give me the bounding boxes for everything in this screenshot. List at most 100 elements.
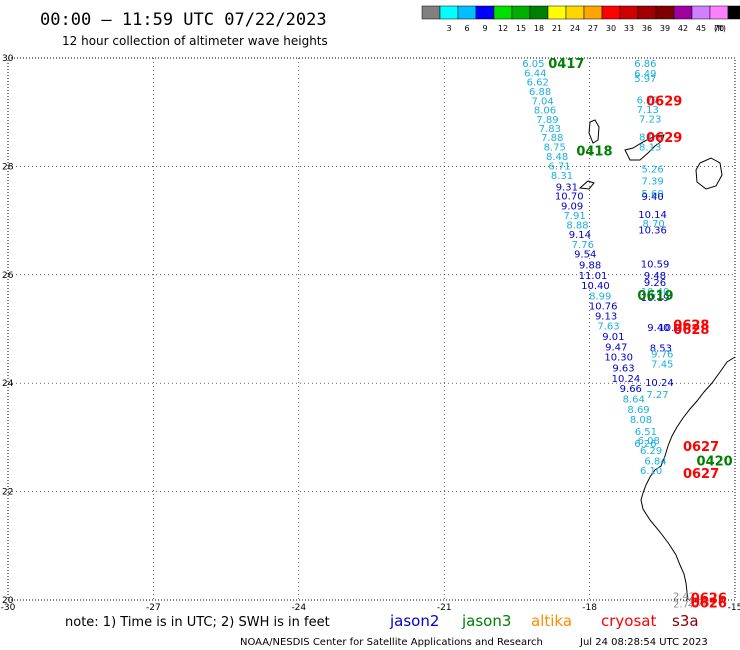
map-title: 00:00 – 11:59 UTC 07/22/2023 — [40, 10, 327, 30]
wave-height-value: 9.40 — [641, 192, 663, 203]
wave-height-value: 10.76 — [589, 302, 618, 313]
wave-height-value: 9.09 — [561, 201, 583, 212]
wave-height-value: 8.08 — [630, 415, 652, 426]
wave-height-value: 11.01 — [579, 271, 608, 282]
wave-height-value: 10.14 — [638, 210, 667, 221]
scale-swatch — [421, 5, 441, 20]
satellite-pass-times: 0417041806290629061906280628062704200627… — [548, 57, 732, 612]
pass-time-label: 0626 — [691, 591, 727, 606]
scale-swatch — [529, 5, 549, 20]
scale-swatch — [547, 5, 567, 20]
wave-height-value: 6.08 — [638, 436, 660, 447]
footer-credit: NOAA/NESDIS Center for Satellite Applica… — [240, 637, 543, 648]
scale-tick-label: 24 — [570, 24, 580, 33]
scale-swatch — [619, 5, 639, 20]
scale-tick-label: 33 — [624, 24, 634, 33]
wave-height-value: 6.49 — [634, 69, 656, 80]
scale-tick-label: 15 — [516, 24, 526, 33]
wave-height-value: 9.47 — [605, 342, 627, 353]
scale-swatch — [655, 5, 675, 20]
wave-height-value: 10.24 — [612, 374, 641, 385]
scale-tick-label: 70 — [714, 24, 724, 33]
satellite-legend-jason3: jason3 — [461, 612, 511, 630]
scale-tick-label: 30 — [606, 24, 616, 33]
longitude-tick-label: -27 — [146, 603, 161, 613]
pass-time-label: 0420 — [697, 455, 733, 470]
scale-tick-label: 3 — [446, 24, 451, 33]
wave-height-value: 8.48 — [546, 152, 568, 163]
longitude-tick-label: -21 — [437, 603, 452, 613]
wave-height-value: 5.97 — [634, 74, 656, 85]
wave-height-value: 2.42 — [673, 592, 695, 603]
wave-height-value: 9.54 — [574, 250, 596, 261]
satellite-legend-cryosat: cryosat — [601, 612, 656, 630]
pass-time-label: 0418 — [576, 145, 612, 160]
pass-time-label: 0417 — [548, 57, 584, 72]
scale-tick-label: 9 — [482, 24, 487, 33]
scale-swatch — [637, 5, 657, 20]
pass-time-label: 0619 — [637, 289, 673, 304]
scale-tick-label: 45 — [696, 24, 706, 33]
satellite-legend: jason2 jason3 altika cryosat s3a — [389, 612, 699, 630]
wave-height-value: 9.13 — [595, 311, 617, 322]
tenerife-island — [624, 134, 665, 161]
scale-tick-label: 6 — [464, 24, 469, 33]
wave-height-value: 6.10 — [640, 466, 662, 477]
scale-swatch — [511, 5, 531, 20]
scale-tick-label: 12 — [498, 24, 508, 33]
wave-height-value: 7.39 — [641, 176, 663, 187]
african-coastline — [640, 356, 736, 601]
la-palma-island — [588, 119, 600, 144]
wave-height-observations: 6.056.446.626.887.048.067.897.837.888.75… — [522, 59, 710, 610]
footer-note: note: 1) Time is in UTC; 2) SWH is in fe… — [65, 615, 330, 630]
pass-time-label: 0626 — [691, 597, 727, 612]
pass-time-label: 0628 — [673, 323, 709, 338]
wave-height-value: 7.88 — [541, 133, 563, 144]
scale-tick-label: 39 — [660, 24, 670, 33]
el-hierro-island — [578, 180, 595, 190]
scale-swatch — [709, 5, 729, 20]
wave-height-value: 8.53 — [650, 343, 672, 354]
wave-height-value: 10.19 — [641, 293, 670, 304]
longitude-tick-label: -18 — [582, 603, 597, 613]
latitude-tick-label: 26 — [2, 271, 14, 281]
latitude-tick-label: 24 — [2, 379, 14, 389]
wave-height-value: 6.77 — [637, 96, 659, 107]
longitude-tick-label: -15 — [728, 603, 740, 613]
satellite-legend-jason2: jason2 — [389, 612, 439, 630]
wave-height-value: 9.66 — [620, 384, 642, 395]
gran-canaria-island — [695, 157, 723, 190]
wave-height-value: 9.48 — [644, 271, 666, 282]
scale-swatch — [475, 5, 495, 20]
wave-height-value: 9.40 — [647, 323, 669, 334]
scale-swatch — [583, 5, 603, 20]
scale-swatch — [727, 5, 740, 20]
wave-height-value: 10.30 — [604, 353, 633, 364]
wave-height-value: 8.06 — [534, 105, 556, 116]
latitude-tick-label: 22 — [2, 488, 13, 498]
wave-height-value: 10.70 — [555, 192, 584, 203]
wave-height-value: 6.51 — [635, 427, 657, 438]
wave-height-value: 6.44 — [524, 69, 546, 80]
map-subtitle: 12 hour collection of altimeter wave hei… — [62, 34, 328, 48]
scale-tick-label: 21 — [552, 24, 562, 33]
wave-height-value: 2.77 — [673, 599, 695, 610]
scale-swatch — [439, 5, 459, 20]
pass-time-label: 0629 — [646, 94, 682, 109]
wave-height-value: 10.2 — [658, 323, 680, 334]
pass-time-label: 0627 — [683, 467, 719, 482]
scale-swatch — [457, 5, 477, 20]
pass-time-label: 0628 — [673, 319, 709, 334]
wave-height-value: 9.26 — [644, 278, 666, 289]
scale-tick-label: 27 — [588, 24, 598, 33]
scale-swatch — [565, 5, 585, 20]
wave-height-value: 7.45 — [651, 360, 673, 371]
wave-height-value: 9.31 — [556, 182, 578, 193]
wave-height-value: 10.40 — [581, 281, 610, 292]
wave-height-value: 6.71 — [548, 161, 570, 172]
footer-timestamp: Jul 24 08:28:54 UTC 2023 — [579, 637, 708, 648]
wave-height-value: 7.76 — [572, 240, 594, 251]
wave-height-value: 8.75 — [544, 142, 566, 153]
canary-islands — [578, 119, 723, 190]
